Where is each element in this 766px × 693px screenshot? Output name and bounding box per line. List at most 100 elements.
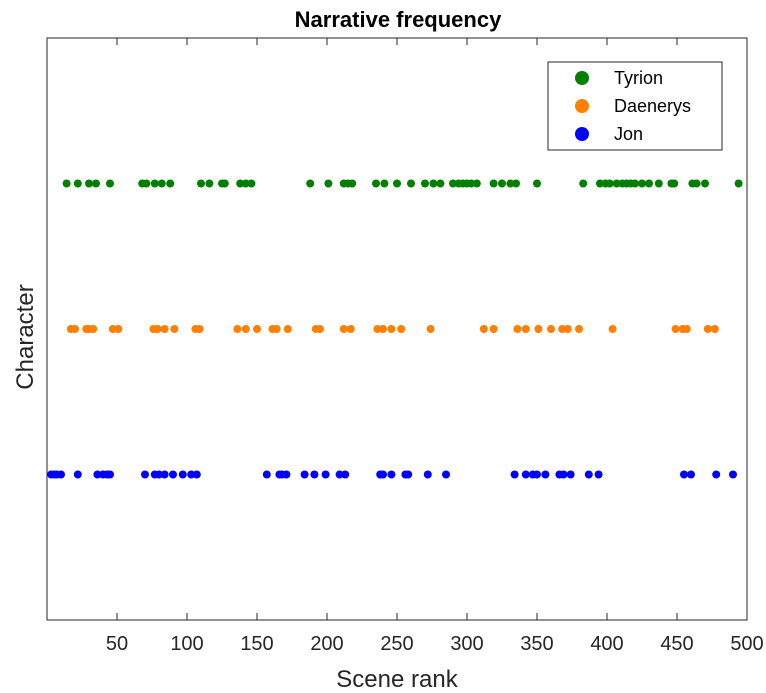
point-daenerys-15 [253,325,261,333]
point-jon-3 [57,470,65,479]
point-daenerys-40 [682,325,691,333]
point-jon-40 [566,470,575,479]
point-daenerys-35 [563,325,572,333]
point-daenerys-9 [160,325,169,333]
point-tyrion-36 [498,179,506,188]
point-jon-5 [93,470,102,479]
point-daenerys-22 [346,325,355,333]
point-daenerys-34 [558,325,567,333]
x-axis-ticks: 50 100 150 200 250 300 350 400 450 500 [106,38,764,655]
point-jon-44 [687,470,695,479]
point-daenerys-32 [534,325,543,333]
point-daenerys-26 [397,325,406,333]
point-daenerys-1 [71,325,79,333]
point-tyrion-1 [73,179,82,188]
point-daenerys-31 [521,325,530,333]
point-tyrion-6 [142,179,151,188]
point-tyrion-24 [393,179,401,188]
x-tick-label-50: 50 [106,633,128,655]
point-daenerys-8 [153,325,162,333]
point-tyrion-38 [512,179,520,188]
point-daenerys-41 [703,325,712,333]
point-tyrion-7 [150,179,159,188]
point-jon-28 [387,470,396,479]
point-daenerys-38 [671,325,680,333]
point-jon-37 [541,470,550,479]
point-jon-22 [310,470,319,479]
plot-area [47,179,743,479]
x-tick-label-300: 300 [450,633,483,655]
point-daenerys-12 [195,325,204,333]
x-tick-label-200: 200 [310,633,343,655]
point-tyrion-33 [467,179,476,188]
point-tyrion-21 [348,179,357,188]
point-daenerys-10 [170,325,179,333]
x-tick-label-250: 250 [380,633,413,655]
point-tyrion-41 [596,179,604,188]
point-tyrion-8 [157,179,166,188]
point-jon-46 [729,470,737,479]
point-tyrion-51 [654,179,663,188]
legend-marker-daenerys [575,99,589,113]
point-daenerys-23 [373,325,382,333]
point-tyrion-13 [220,179,229,188]
point-jon-24 [335,470,344,479]
point-daenerys-21 [339,325,348,333]
x-tick-label-400: 400 [590,633,623,655]
point-tyrion-39 [533,179,541,188]
point-jon-30 [404,470,413,479]
point-tyrion-29 [449,179,457,188]
point-tyrion-15 [241,179,250,188]
point-tyrion-27 [429,179,438,188]
point-jon-41 [584,470,593,479]
point-jon-20 [282,470,291,479]
point-tyrion-26 [421,179,429,188]
point-jon-14 [178,470,187,479]
point-daenerys-37 [608,325,617,333]
point-jon-11 [155,470,163,479]
point-tyrion-56 [701,179,709,188]
point-daenerys-14 [241,325,250,333]
point-daenerys-6 [114,325,123,333]
point-tyrion-14 [236,179,245,188]
chart-title: Narrative frequency [295,7,502,32]
point-jon-4 [73,470,82,479]
point-tyrion-22 [372,179,380,188]
x-tick-label-150: 150 [240,633,273,655]
point-tyrion-35 [489,179,498,188]
x-axis-label: Scene rank [336,666,458,693]
point-jon-33 [510,470,519,479]
point-tyrion-23 [380,179,389,188]
point-jon-45 [712,470,721,479]
point-jon-27 [379,470,387,479]
point-jon-25 [341,470,350,479]
legend: Tyrion Daenerys Jon [547,61,723,151]
point-tyrion-17 [306,179,315,188]
point-jon-32 [442,470,450,479]
point-tyrion-0 [62,179,71,188]
point-tyrion-2 [85,179,93,188]
point-jon-43 [680,470,688,479]
legend-marker-jon [575,127,589,141]
point-jon-8 [106,470,114,479]
point-tyrion-44 [612,179,621,188]
point-jon-17 [262,470,271,479]
x-tick-label-450: 450 [660,633,693,655]
point-tyrion-28 [436,179,445,188]
point-daenerys-17 [272,325,281,333]
legend-marker-tyrion [575,71,589,85]
point-jon-16 [192,470,201,479]
point-tyrion-43 [605,179,614,188]
point-jon-34 [521,470,530,479]
point-jon-15 [187,470,196,479]
point-jon-31 [423,470,432,479]
point-tyrion-16 [247,179,256,188]
point-jon-42 [594,470,603,479]
point-jon-36 [533,470,541,479]
point-tyrion-40 [579,179,588,188]
point-tyrion-49 [638,179,646,188]
legend-label-daenerys: Daenerys [614,96,691,116]
point-daenerys-36 [575,325,583,333]
point-daenerys-20 [316,325,324,333]
